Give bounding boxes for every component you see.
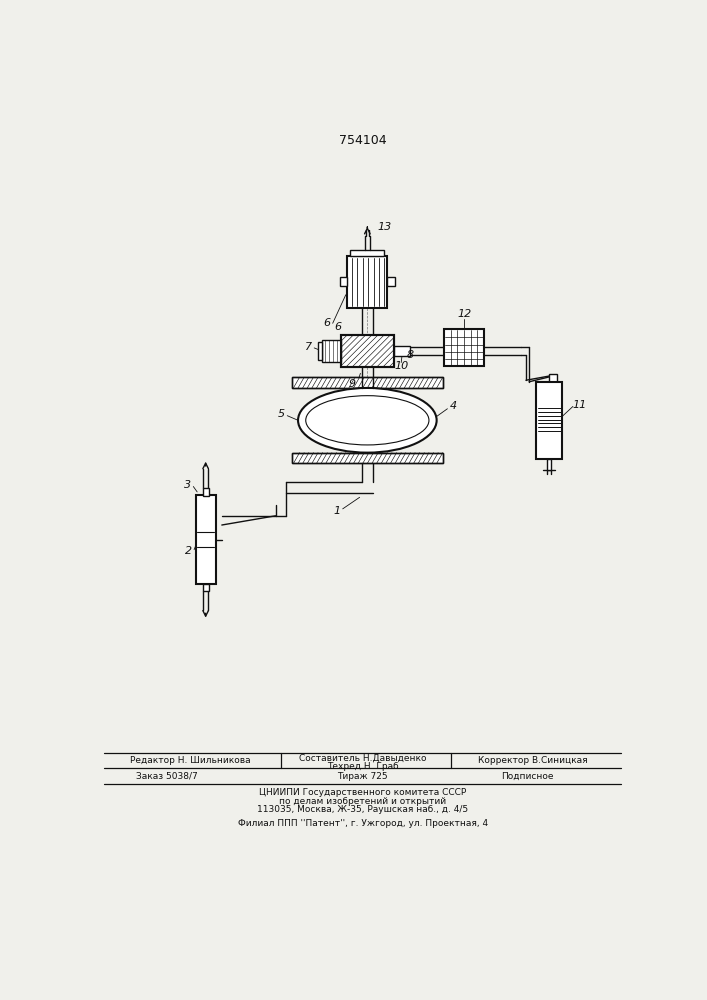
Bar [203,488,209,496]
Bar [292,377,443,388]
Bar [341,335,394,367]
Bar [394,346,411,356]
Text: Подписное: Подписное [501,772,554,781]
Text: 113035, Москва, Ж-35, Раушская наб., д. 4/5: 113035, Москва, Ж-35, Раушская наб., д. … [257,805,468,814]
Text: 3: 3 [184,480,191,490]
Text: Тираж 725: Тираж 725 [337,772,388,781]
Bar [387,277,395,286]
Bar [322,340,341,362]
Text: Редактор Н. Шильникова: Редактор Н. Шильникова [130,756,250,765]
Text: Филиал ППП ''Патент'', г. Ужгород, ул. Проектная, 4: Филиал ППП ''Патент'', г. Ужгород, ул. П… [238,819,488,828]
Text: 9: 9 [349,379,356,389]
Text: Составитель Н.Давыденко: Составитель Н.Давыденко [299,754,426,763]
Text: 13: 13 [377,222,392,232]
Text: Корректор В.Синицкая: Корректор В.Синицкая [478,756,588,765]
Bar [196,495,216,584]
Text: 4: 4 [450,401,457,411]
Bar [292,453,443,463]
Text: Техред Н. Граб: Техред Н. Граб [327,762,399,771]
Text: 11: 11 [572,400,586,410]
Bar [549,374,557,382]
Text: 10: 10 [394,361,409,371]
Text: 7: 7 [305,342,312,352]
Text: 1: 1 [333,506,340,516]
Ellipse shape [298,388,437,453]
Bar [547,459,551,470]
Bar [351,250,385,256]
Text: ЦНИИПИ Государственного комитета СССР: ЦНИИПИ Государственного комитета СССР [259,788,467,797]
Bar [339,277,347,286]
Bar [444,329,484,366]
Text: 8: 8 [407,350,414,360]
Text: 754104: 754104 [339,134,387,147]
Text: 6: 6 [324,318,331,328]
Text: по делам изобретений и открытий: по делам изобретений и открытий [279,797,446,806]
Bar [203,584,209,591]
Text: 2: 2 [185,546,192,556]
Text: 12: 12 [457,309,472,319]
Bar [318,342,322,360]
Text: 6: 6 [334,322,341,332]
Bar [292,377,443,388]
Bar [292,453,443,463]
Text: 5: 5 [278,409,285,419]
Bar [341,335,394,367]
Bar [347,256,387,308]
Bar [536,382,562,459]
Text: Заказ 5038/7: Заказ 5038/7 [136,772,198,781]
